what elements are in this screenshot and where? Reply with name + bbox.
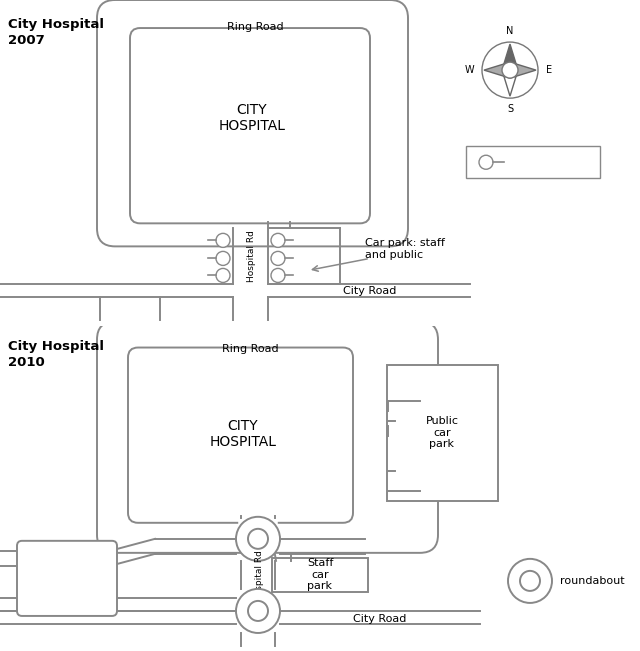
- Polygon shape: [510, 62, 536, 78]
- Circle shape: [482, 42, 538, 98]
- Circle shape: [236, 589, 280, 633]
- Polygon shape: [502, 44, 518, 70]
- Text: Ring Road: Ring Road: [221, 344, 278, 353]
- Circle shape: [248, 529, 268, 549]
- Text: roundabout: roundabout: [560, 576, 625, 586]
- Polygon shape: [484, 62, 510, 78]
- Circle shape: [248, 601, 268, 621]
- Text: Ring Road: Ring Road: [227, 22, 284, 32]
- Text: CITY
HOSPITAL: CITY HOSPITAL: [218, 103, 285, 133]
- FancyBboxPatch shape: [128, 348, 353, 523]
- FancyBboxPatch shape: [387, 365, 498, 501]
- Circle shape: [271, 251, 285, 266]
- FancyBboxPatch shape: [97, 322, 438, 553]
- Circle shape: [236, 517, 280, 561]
- Circle shape: [271, 268, 285, 283]
- Text: City Hospital
2007: City Hospital 2007: [8, 18, 104, 47]
- FancyBboxPatch shape: [130, 28, 370, 223]
- Circle shape: [216, 233, 230, 247]
- Text: City Hospital
2010: City Hospital 2010: [8, 340, 104, 368]
- Circle shape: [520, 571, 540, 591]
- FancyBboxPatch shape: [466, 146, 600, 178]
- Text: Bus stop: Bus stop: [511, 158, 559, 167]
- Text: Staff
car
park: Staff car park: [307, 559, 333, 592]
- Polygon shape: [502, 70, 518, 96]
- Circle shape: [479, 155, 493, 169]
- Text: Public
car
park: Public car park: [426, 416, 458, 449]
- Text: CITY
HOSPITAL: CITY HOSPITAL: [209, 419, 276, 449]
- Circle shape: [216, 251, 230, 266]
- Circle shape: [502, 62, 518, 78]
- FancyBboxPatch shape: [97, 0, 408, 246]
- Text: S: S: [507, 104, 513, 114]
- Text: Hospital Rd: Hospital Rd: [246, 230, 255, 283]
- Text: E: E: [546, 65, 552, 75]
- Circle shape: [216, 268, 230, 283]
- Text: N: N: [506, 26, 514, 36]
- Text: W: W: [465, 65, 474, 75]
- Text: Bus
station: Bus station: [48, 567, 86, 589]
- Text: City Road: City Road: [353, 614, 406, 624]
- Text: Hospital Rd: Hospital Rd: [255, 550, 264, 602]
- Text: City Road: City Road: [343, 286, 397, 296]
- FancyBboxPatch shape: [272, 558, 368, 592]
- Circle shape: [508, 559, 552, 603]
- Text: Car park: staff
and public: Car park: staff and public: [365, 238, 445, 260]
- FancyBboxPatch shape: [17, 541, 117, 616]
- Circle shape: [271, 233, 285, 247]
